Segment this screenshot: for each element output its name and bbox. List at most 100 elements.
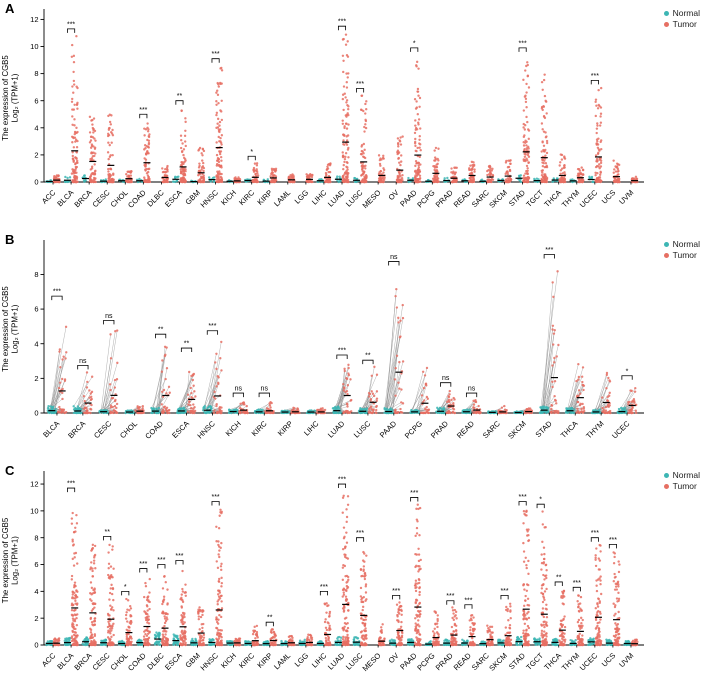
panel-a-letter: A: [5, 1, 15, 16]
svg-text:STAD: STAD: [507, 188, 528, 209]
svg-text:LIHC: LIHC: [310, 188, 329, 207]
svg-text:0: 0: [34, 409, 38, 418]
legend-item-normal: Normal: [663, 240, 700, 249]
data-points: [45, 33, 639, 184]
svg-text:KICH: KICH: [219, 188, 238, 207]
legend-item-tumor: Tumor: [663, 481, 700, 491]
svg-text:CHOL: CHOL: [109, 188, 130, 209]
panel-b: B Normal Tumor 0 2 4 6 8 The expression of CG…: [0, 231, 708, 462]
svg-text:HNSC: HNSC: [199, 188, 221, 210]
y-axis-label: The expression of CGB5 Log₂ (TPM+1): [1, 286, 20, 372]
panel-c-letter: C: [5, 463, 15, 478]
svg-text:KIRC: KIRC: [237, 188, 256, 207]
svg-text:LGG: LGG: [293, 188, 311, 206]
mean-bars: [45, 141, 639, 183]
svg-text:Log₂ (TPM+1): Log₂ (TPM+1): [11, 304, 20, 353]
svg-text:*: *: [250, 149, 253, 156]
y-axis-label: The expression of CGB5 Log₂ (TPM+1): [1, 517, 20, 603]
svg-text:*: *: [413, 40, 416, 47]
svg-text:DLBC: DLBC: [145, 188, 166, 209]
normal-dot-icon: [663, 11, 669, 16]
svg-text:***: ***: [338, 19, 346, 26]
svg-text:CESC: CESC: [91, 188, 113, 210]
svg-text:***: ***: [67, 21, 75, 28]
svg-text:***: ***: [356, 81, 364, 88]
legend-item-normal: Normal: [663, 8, 700, 18]
svg-text:SKCM: SKCM: [487, 188, 509, 210]
svg-text:2: 2: [34, 151, 38, 160]
svg-text:0: 0: [34, 178, 38, 187]
svg-text:KIRP: KIRP: [255, 188, 274, 207]
panel-a-legend: Normal Tumor: [663, 8, 700, 29]
svg-text:Log₂ (TPM+1): Log₂ (TPM+1): [11, 73, 20, 122]
svg-text:10: 10: [30, 42, 38, 51]
svg-text:TGCT: TGCT: [524, 188, 545, 209]
pair-lines: [47, 271, 637, 414]
svg-text:8: 8: [34, 69, 38, 78]
svg-text:PAAD: PAAD: [398, 188, 419, 209]
svg-text:MESO: MESO: [361, 188, 383, 210]
svg-text:The expression of CGB5: The expression of CGB5: [1, 286, 10, 372]
svg-text:BLCA: BLCA: [55, 188, 75, 208]
panel-c: C Normal Tumor 0 2 4 6 8 10 12 The expression o…: [0, 462, 708, 694]
legend-item-normal: Normal: [663, 470, 700, 480]
svg-text:THYM: THYM: [560, 188, 581, 209]
legend-label-tumor: Tumor: [672, 481, 697, 491]
svg-text:***: ***: [591, 73, 599, 80]
svg-text:***: ***: [519, 40, 527, 47]
panel-a-plot: 0 2 4 6 8 10 12 The expression of CGB5 Log₂ (TPM…: [1, 9, 644, 210]
legend-label-normal: Normal: [672, 470, 700, 480]
svg-text:***: ***: [211, 51, 219, 58]
svg-text:***: ***: [139, 107, 147, 114]
legend-label-tumor: Tumor: [672, 250, 697, 260]
svg-text:6: 6: [34, 305, 38, 314]
svg-text:UCEC: UCEC: [578, 188, 600, 210]
legend-label-tumor: Tumor: [672, 19, 697, 29]
svg-text:UVM: UVM: [617, 188, 635, 206]
svg-text:READ: READ: [452, 188, 474, 210]
mean-bars: [45, 603, 639, 645]
significance-brackets: ****************************************…: [67, 477, 617, 627]
svg-text:PCPG: PCPG: [415, 188, 437, 210]
svg-text:COAD: COAD: [126, 188, 148, 210]
svg-text:4: 4: [34, 123, 38, 132]
svg-text:4: 4: [34, 339, 38, 348]
tumor-dot-icon: [663, 484, 669, 489]
y-axis-ticks: 0 2 4 6 8: [34, 270, 44, 418]
tumor-dot-icon: [663, 253, 669, 258]
svg-text:2: 2: [34, 374, 38, 383]
panel-b-letter: B: [5, 232, 15, 247]
svg-text:BRCA: BRCA: [72, 188, 93, 209]
significance-brackets: ******************* ******: [67, 19, 599, 161]
y-axis-label: The expression of CGB5 Log₂ (TPM+1): [1, 55, 20, 141]
legend-label-normal: Normal: [672, 8, 700, 18]
panel-c-legend: Normal Tumor: [663, 470, 700, 491]
data-points: [45, 494, 639, 647]
svg-text:12: 12: [30, 15, 38, 24]
svg-text:The expression of CGB5: The expression of CGB5: [1, 55, 10, 141]
svg-text:THCA: THCA: [542, 188, 563, 209]
legend-item-tumor: Tumor: [663, 250, 700, 260]
mean-bars: [48, 371, 636, 414]
svg-text:SARC: SARC: [470, 188, 492, 210]
svg-text:OV: OV: [387, 188, 401, 202]
svg-text:PRAD: PRAD: [434, 188, 456, 210]
panel-b-legend: Normal Tumor: [663, 240, 700, 260]
panel-a: A Normal Tumor 0 2 4 6 8 10 12 The expression o…: [0, 0, 708, 231]
x-axis-labels: BLCA BRCA CESC CHOL COAD ESCA HNSC KICH KIRC KIRP…: [41, 413, 632, 441]
normal-dot-icon: [663, 242, 669, 247]
svg-text:ESCA: ESCA: [163, 188, 184, 209]
legend-item-tumor: Tumor: [663, 19, 700, 29]
svg-text:LAML: LAML: [272, 188, 292, 208]
svg-text:UCS: UCS: [600, 188, 618, 206]
normal-dot-icon: [663, 473, 669, 478]
tumor-dot-icon: [663, 22, 669, 27]
panel-b-plot: 0 2 4 6 8 The expression of CGB5 Log₂ (TPM+1) *…: [1, 240, 644, 441]
